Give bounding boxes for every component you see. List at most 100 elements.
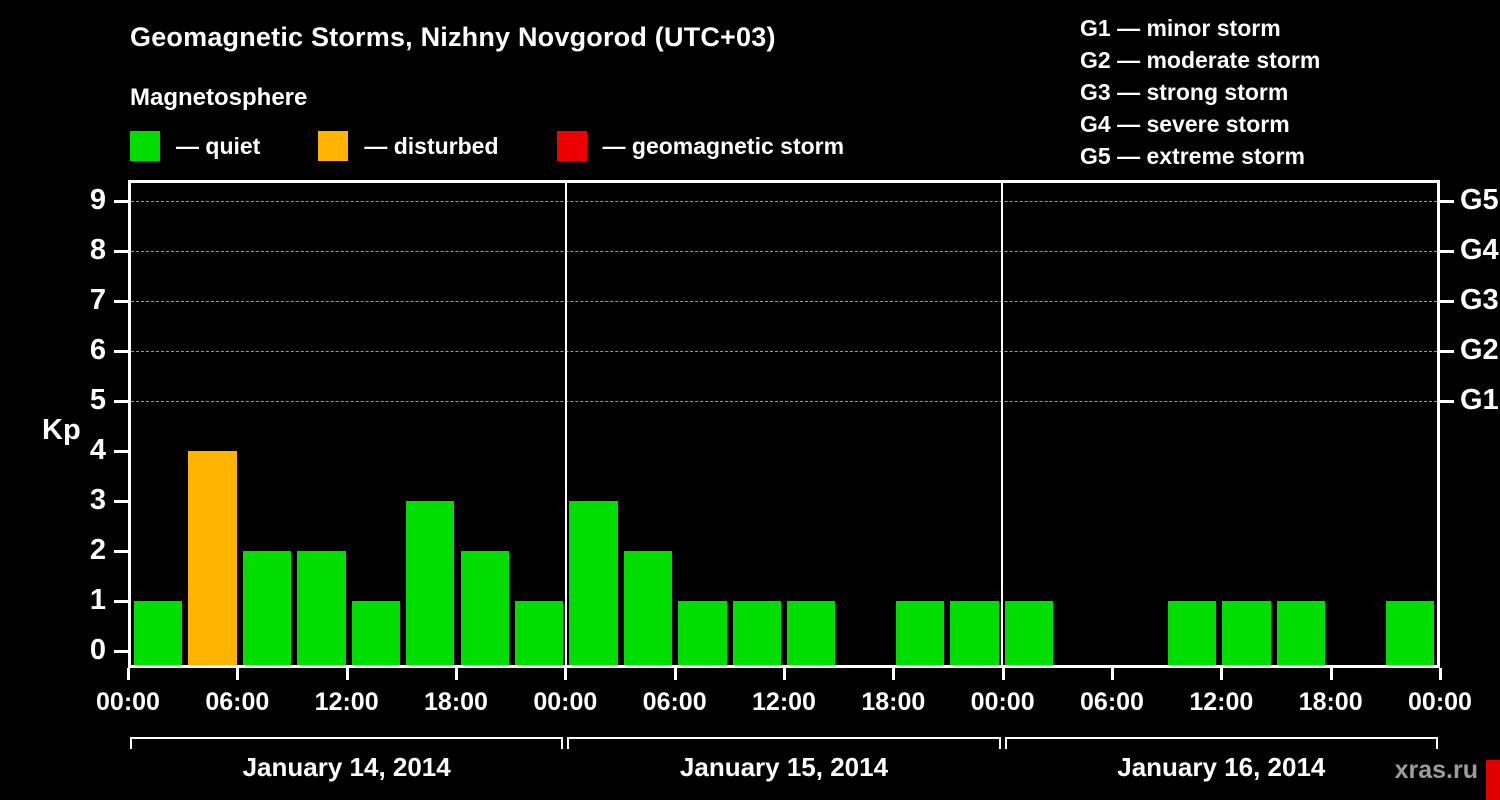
chart-title: Geomagnetic Storms, Nizhny Novgorod (UTC… [130,22,776,52]
g-scale-label: G4 [1460,234,1499,266]
gridline-kp8 [131,251,1437,252]
storm-scale-item-1: G1 — minor storm [1080,15,1281,41]
kp-bar [1385,601,1434,665]
date-bracket-tick [998,737,1001,749]
legend-swatch-quiet [130,131,160,161]
x-tick-label: 18:00 [1298,688,1363,716]
x-tick-label: 00:00 [1408,688,1472,716]
x-axis-tick [1439,668,1442,680]
date-label: January 14, 2014 [242,752,451,782]
x-tick-label: 18:00 [424,688,488,716]
storm-scale-item-3: G3 — strong storm [1080,79,1289,105]
x-tick-label: 00:00 [533,688,598,716]
plot-area [128,180,1440,668]
y-axis-tick [114,500,128,503]
x-axis-tick [1329,668,1333,680]
legend-item-storm: — geomagnetic storm [556,131,845,161]
date-bracket-tick [567,737,570,749]
x-axis-tick [673,668,677,680]
kp-bar [188,451,237,665]
kp-bar [460,551,509,665]
legend-item-quiet: — quiet [130,131,260,161]
y-axis-tick [114,350,128,353]
x-axis-tick [455,668,458,680]
gridline-kp9 [131,201,1437,202]
y-tick-label: 9 [89,184,106,216]
x-axis-tick [783,668,786,680]
legend-label-storm: — geomagnetic storm [602,132,845,159]
watermark: xras.ru [1394,756,1478,784]
y-tick-label: 0 [89,634,106,666]
legend-label-quiet: — quiet [176,132,261,159]
gridline-kp6 [131,351,1437,352]
y-tick-label: 4 [89,434,106,466]
x-axis-tick [1001,668,1005,680]
x-axis-tick [892,668,896,680]
y-axis-tick [114,550,128,553]
x-axis-tick [1220,668,1224,680]
legend-label-disturbed: — disturbed [364,132,499,159]
x-tick-label: 00:00 [970,688,1035,716]
storm-scale-item-5: G5 — extreme storm [1080,143,1305,169]
y-tick-label: 6 [89,334,106,366]
x-tick-label: 06:00 [1080,688,1144,716]
x-axis-tick [1111,668,1114,680]
storm-scale-item-2: G2 — moderate storm [1080,47,1321,73]
kp-bar [678,601,727,665]
y-axis-tick [114,400,128,403]
date-bracket-line [1004,737,1438,739]
y-tick-label: 2 [89,534,106,566]
kp-bar [514,601,564,665]
date-bracket-tick [561,737,564,749]
legend-item-disturbed: — disturbed [318,131,499,161]
date-label: January 15, 2014 [679,752,889,782]
date-bracket-line [130,737,564,739]
corner-red-mark [1486,760,1500,800]
y-axis-tick [114,250,128,253]
kp-bar [787,601,836,665]
y-axis-tick [114,650,128,653]
date-bracket-tick [1436,737,1438,749]
storm-scale-legend: G1 — minor storm G2 — moderate storm G3 — … [1080,12,1320,172]
date-bracket-tick [130,737,132,749]
kp-bar [1167,601,1217,665]
kp-bar [1222,601,1271,665]
x-tick-label: 12:00 [752,688,816,716]
y-axis-title: Kp [42,414,81,446]
chart-subtitle: Magnetosphere [130,84,308,111]
x-tick-label: 00:00 [96,688,160,716]
gridline-kp7 [131,301,1437,302]
kp-bar [569,501,618,665]
x-tick-label: 12:00 [1189,688,1254,716]
kp-bar [623,551,673,665]
kp-bar [297,551,346,665]
kp-bar [406,501,455,665]
y-tick-label: 7 [89,284,106,316]
kp-bar [950,601,999,665]
date-bracket-line [567,737,1001,739]
legend-swatch-disturbed [318,131,349,161]
right-axis-tick [1440,400,1454,403]
right-axis-tick [1440,350,1454,353]
x-tick-label: 06:00 [642,688,707,716]
x-tick-label: 12:00 [314,688,379,716]
kp-bar [895,601,945,665]
right-axis-tick [1440,300,1454,303]
y-tick-label: 1 [89,584,106,616]
x-axis-tick [127,668,130,680]
y-axis-tick [114,600,128,603]
storm-scale-item-4: G4 — severe storm [1080,111,1290,137]
x-axis-tick [564,668,568,680]
y-axis-tick [114,300,128,303]
y-axis-tick [114,450,128,453]
kp-bar [134,601,183,665]
day-separator [565,183,568,665]
y-tick-label: 3 [89,484,106,516]
g-scale-label: G3 [1460,284,1499,316]
y-axis-tick [114,200,128,203]
right-axis-tick [1440,200,1454,203]
gridline-kp5 [131,401,1437,402]
x-tick-label: 18:00 [861,688,926,716]
y-tick-label: 5 [89,384,106,416]
